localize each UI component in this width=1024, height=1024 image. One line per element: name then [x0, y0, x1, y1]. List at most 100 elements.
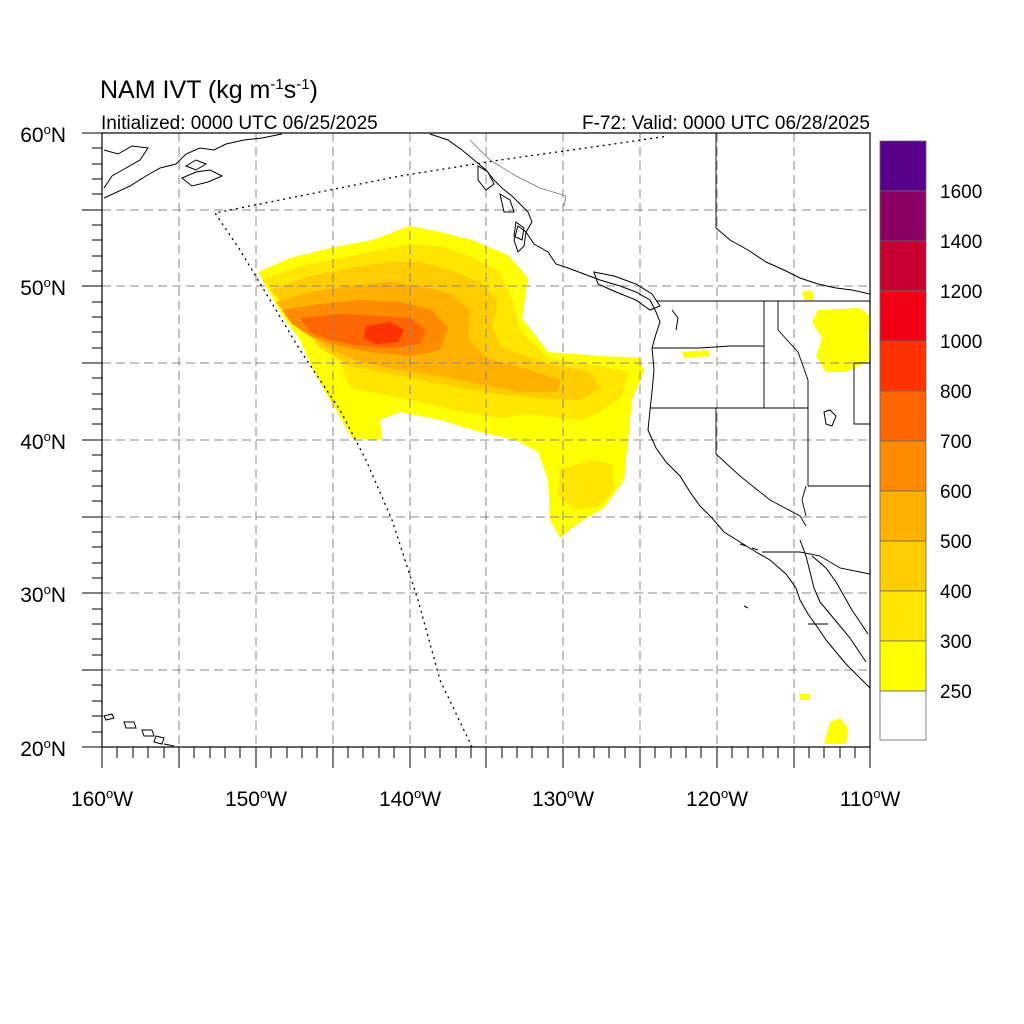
idaho-montana-border: [777, 301, 809, 408]
map-title: NAM IVT (kg m-1s-1): [100, 76, 318, 104]
ivt-300-south-blob: [558, 460, 614, 510]
lat-label-hemisphere: N: [51, 277, 66, 300]
valid-time-label: F-72: Valid: 0000 UTC 06/28/2025: [582, 113, 870, 134]
lat-label-60n: 60oN: [20, 122, 66, 147]
lon-label-value: 150: [225, 788, 260, 811]
lat-label-hemisphere: N: [51, 431, 66, 454]
title-exp2: -1: [296, 76, 309, 93]
colorbar-swatch-400: [879, 540, 927, 592]
colorbar-label-800: 800: [940, 382, 972, 403]
vancouver-island: [593, 271, 661, 311]
gulf-of-california-mainland: [811, 555, 869, 635]
arizona-west-border: [801, 485, 807, 517]
ivt-800-core: [364, 322, 404, 344]
lon-label-hemisphere: W: [421, 788, 441, 811]
colorbar-swatch-1600-plus: [879, 140, 927, 192]
colorbar-label-300: 300: [940, 632, 972, 653]
initialized-label: Initialized: 0000 UTC 06/25/2025: [101, 113, 378, 134]
title-exp1: -1: [270, 76, 283, 93]
lat-label-value: 40: [20, 431, 43, 454]
colorbar-swatch-300: [879, 590, 927, 642]
colorbar-label-1200: 1200: [940, 282, 982, 303]
rockies-trace: [715, 227, 870, 295]
plot-area: [102, 133, 870, 747]
ivt-250-patch-far-ne: [802, 290, 814, 300]
lon-label-value: 140: [379, 788, 414, 811]
coastlines: [103, 133, 870, 747]
lon-label-hemisphere: W: [113, 788, 133, 811]
lon-label-hemisphere: W: [728, 788, 748, 811]
tick-marks: [82, 132, 871, 768]
colorbar-swatch-250: [879, 640, 927, 692]
degree-sign: o: [44, 429, 51, 444]
lat-label-30n: 30oN: [20, 582, 66, 607]
colorbar-label-1600: 1600: [940, 182, 982, 203]
colorbar-label-600: 600: [940, 482, 972, 503]
lon-label-130w: 130oW: [532, 786, 594, 811]
title-mid: s: [284, 76, 297, 104]
degree-sign: o: [44, 275, 51, 290]
channel-islands: [739, 543, 759, 551]
lon-label-hemisphere: W: [574, 788, 594, 811]
minor-ticks-left: [92, 147, 102, 733]
puget-sound: [671, 309, 679, 331]
ivt-250-patch-bj: [800, 694, 810, 700]
lon-label-150w: 150oW: [225, 786, 287, 811]
model-domain-boundary: [213, 135, 669, 747]
canada-alaska-borders: [469, 139, 567, 207]
colorbar-label-1400: 1400: [940, 232, 982, 253]
colorbar-swatch-below-250: [879, 690, 927, 741]
degree-sign: o: [44, 736, 51, 751]
lon-label-value: 120: [686, 788, 721, 811]
lat-label-value: 20: [20, 738, 43, 761]
degree-sign: o: [873, 786, 880, 801]
lon-label-160w: 160oW: [71, 786, 133, 811]
lon-label-hemisphere: W: [267, 788, 287, 811]
colorbar-label-700: 700: [940, 432, 972, 453]
alaska-coast: [103, 133, 283, 199]
colorbar-swatch-500: [879, 490, 927, 542]
degree-sign: o: [567, 786, 574, 801]
baja-east-coast: [799, 539, 867, 663]
lat-label-40n: 40oN: [20, 429, 66, 454]
ivt-250-patch-northeast: [812, 308, 870, 372]
ivt-250-patch-coast: [682, 350, 710, 358]
alaska-islands: [181, 159, 224, 187]
degree-sign: o: [106, 786, 113, 801]
lon-label-hemisphere: W: [880, 788, 900, 811]
lon-label-value: 130: [532, 788, 567, 811]
lon-label-120w: 120oW: [686, 786, 748, 811]
colorbar-swatch-800: [879, 340, 927, 392]
colorbar-swatch-1400: [879, 190, 927, 242]
nevada-border: [715, 408, 807, 527]
colorbar-swatch-700: [879, 390, 927, 442]
colorbar-swatches: [879, 140, 927, 741]
lon-label-140w: 140oW: [379, 786, 441, 811]
lat-label-hemisphere: N: [51, 738, 66, 761]
lat-label-hemisphere: N: [51, 584, 66, 607]
us-mexico-border: [762, 551, 870, 575]
us-west-coast: [647, 347, 870, 689]
colorbar-label-1000: 1000: [940, 332, 982, 353]
lon-label-value: 110: [840, 788, 873, 811]
colorbar-label-500: 500: [940, 532, 972, 553]
latitude-labels: 60oN 50oN 40oN 30oN 20oN: [20, 122, 66, 761]
colorbar-swatch-600: [879, 440, 927, 492]
lat-label-50n: 50oN: [20, 275, 66, 300]
colorbar-label-250: 250: [940, 682, 972, 703]
southeast-alaska-panhandle: [429, 133, 569, 269]
wyoming-border: [853, 362, 870, 425]
degree-sign: o: [414, 786, 421, 801]
bc-coast: [567, 267, 661, 349]
lon-label-110w: 110oW: [840, 786, 901, 811]
great-salt-lake: [823, 409, 837, 427]
washington-oregon-border: [652, 345, 764, 349]
title-suffix: ): [310, 76, 318, 104]
lat-label-20n: 20oN: [20, 736, 66, 761]
east-pacific-islands: [743, 605, 749, 609]
colorbar-label-400: 400: [940, 582, 972, 603]
panhandle-islands: [477, 165, 525, 241]
colorbar: 1600 1400 1200 1000 800 700 600 500 400 …: [879, 140, 982, 741]
ivt-shading: [258, 226, 870, 744]
